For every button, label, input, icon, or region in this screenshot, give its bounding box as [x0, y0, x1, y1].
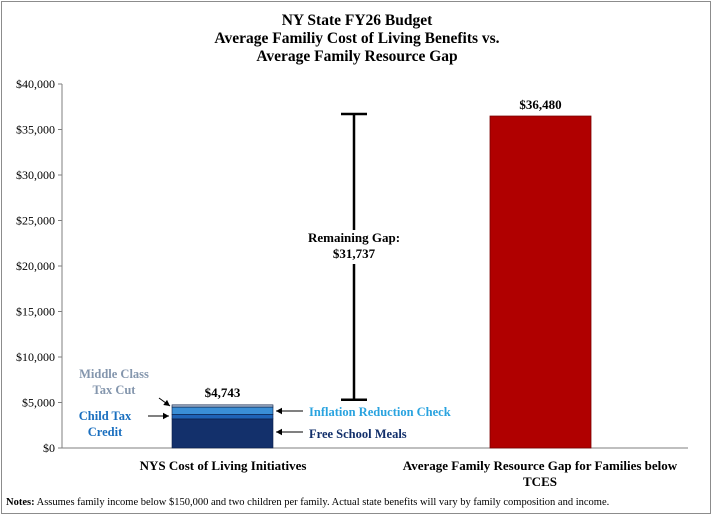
y-tick-label: $30,000 [16, 168, 55, 182]
free-school-meals-label: Free School Meals [309, 427, 407, 441]
y-tick-label: $25,000 [16, 214, 55, 228]
meals-arrow-head [276, 428, 282, 436]
y-tick-label: $40,000 [16, 77, 55, 91]
gap-label: Remaining Gap: [308, 230, 400, 245]
y-tick-label: $35,000 [16, 123, 55, 137]
bar1-total-label: $4,743 [205, 385, 241, 400]
chart-title-line: Average Familiy Cost of Living Benefits … [214, 30, 499, 47]
stacked-bar-segment [171, 414, 274, 420]
y-tick-label: $15,000 [16, 305, 55, 319]
y-tick-label: $10,000 [16, 350, 55, 364]
stacked-bar-segment [171, 406, 274, 415]
y-tick-label: $20,000 [16, 259, 55, 273]
x-axis: NYS Cost of Living Initiatives Average Fa… [140, 458, 678, 489]
chart-title-line: NY State FY26 Budget [282, 12, 433, 29]
notes-text: Assumes family income below $150,000 and… [34, 497, 610, 508]
child-tax-credit-label: Credit [88, 425, 123, 439]
bars: $4,743 $36,480 [171, 97, 592, 449]
stacked-bar-segment [171, 404, 274, 408]
category-label: TCES [523, 474, 557, 489]
child-tax-arrow-head [163, 412, 169, 420]
category-label: NYS Cost of Living Initiatives [140, 458, 307, 473]
notes-label: Notes: [6, 497, 35, 508]
resource-gap-bar [489, 115, 592, 449]
y-axis: $0 $5,000 $10,000 $15,000 $20,000 $25,000 $30,… [16, 77, 688, 455]
annotations: Remaining Gap:$31,737 Middle Class Tax Cut… [79, 112, 451, 441]
stacked-bar-segment [171, 418, 274, 449]
category-label: Average Family Resource Gap for Families… [403, 458, 678, 473]
bar2-value-label: $36,480 [519, 97, 561, 112]
inflation-arrow-head [276, 407, 282, 415]
inflation-reduction-check-label: Inflation Reduction Check [309, 405, 451, 419]
gap-label: $31,737 [333, 246, 376, 261]
chart-title-line: Average Family Resource Gap [256, 48, 457, 65]
middle-class-tax-cut-label: Middle Class [79, 367, 149, 381]
middle-class-arrow-head [163, 399, 170, 406]
y-tick-label: $0 [43, 441, 55, 455]
y-tick-label: $5,000 [22, 396, 55, 410]
child-tax-credit-label: Child Tax [79, 409, 132, 423]
notes: Notes: Assumes family income below $150,… [6, 497, 706, 508]
middle-class-tax-cut-label: Tax Cut [93, 383, 137, 397]
